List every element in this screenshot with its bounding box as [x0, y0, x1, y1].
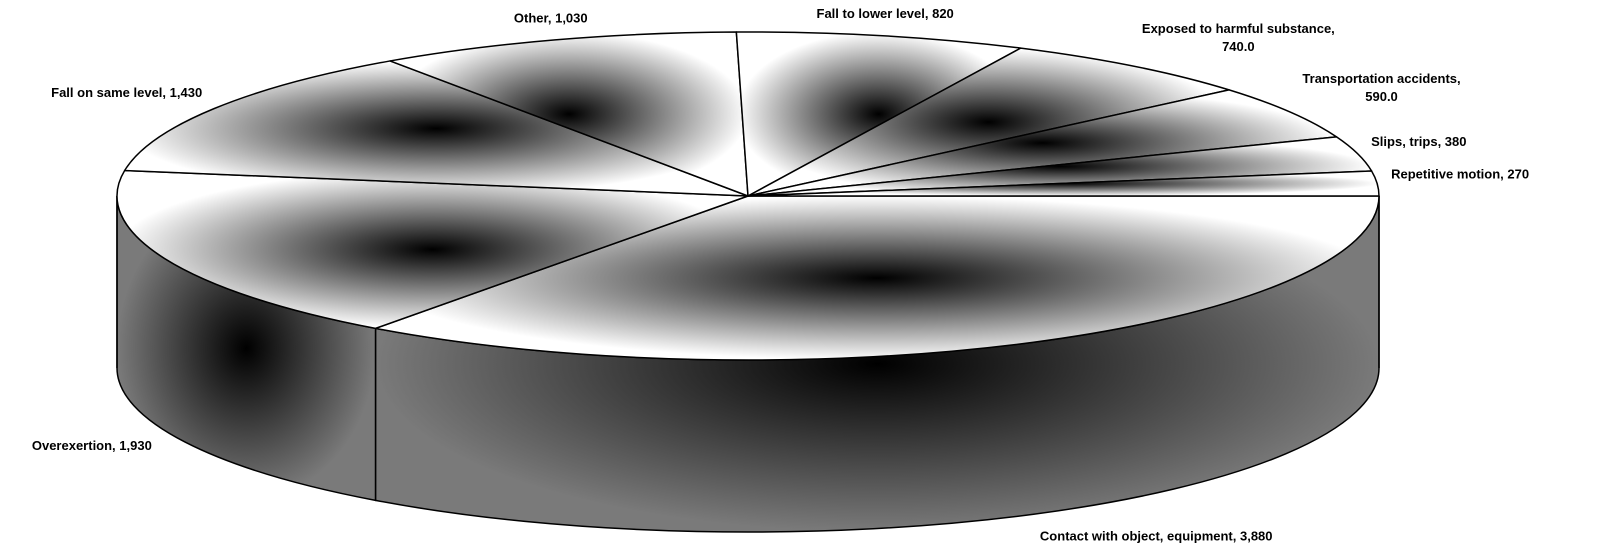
pie-label-exposed-to-harmful-substance: Exposed to harmful substance, 740.0: [1142, 21, 1335, 54]
pie-label-contact-with-object-equipment: Contact with object, equipment, 3,880: [1040, 529, 1273, 544]
pie-slice-fall-on-same-level: [123, 60, 749, 197]
pie-slice-contact-with-object-equipment: [374, 195, 1380, 361]
pie-label-repetitive-motion: Repetitive motion, 270: [1391, 166, 1529, 181]
pie-label-fall-on-same-level: Fall on same level, 1,430: [51, 85, 202, 100]
pie-label-layer: Contact with object, equipment, 3,880 Ove…: [32, 6, 1529, 544]
pie-label-overexertion: Overexertion, 1,930: [32, 438, 152, 453]
pie-top-layer: [116, 31, 1380, 361]
pie-label-other: Other, 1,030: [514, 11, 588, 26]
pie-label-fall-to-lower-level: Fall to lower level, 820: [817, 6, 954, 21]
pie-slice-exposed-to-harmful-substance: [747, 47, 1230, 197]
pie-slice-transportation-accidents: [747, 89, 1338, 197]
pie-slice-overexertion: [116, 169, 749, 330]
pie-label-slips-trips: Slips, trips, 380: [1371, 134, 1466, 149]
pie-label-transportation-accidents: Transportation accidents, 590.0: [1302, 71, 1460, 104]
pie-slice-other: [389, 31, 749, 197]
pie-slice-repetitive-motion: [747, 170, 1380, 197]
pie-slice-fall-to-lower-level: [735, 31, 1022, 197]
